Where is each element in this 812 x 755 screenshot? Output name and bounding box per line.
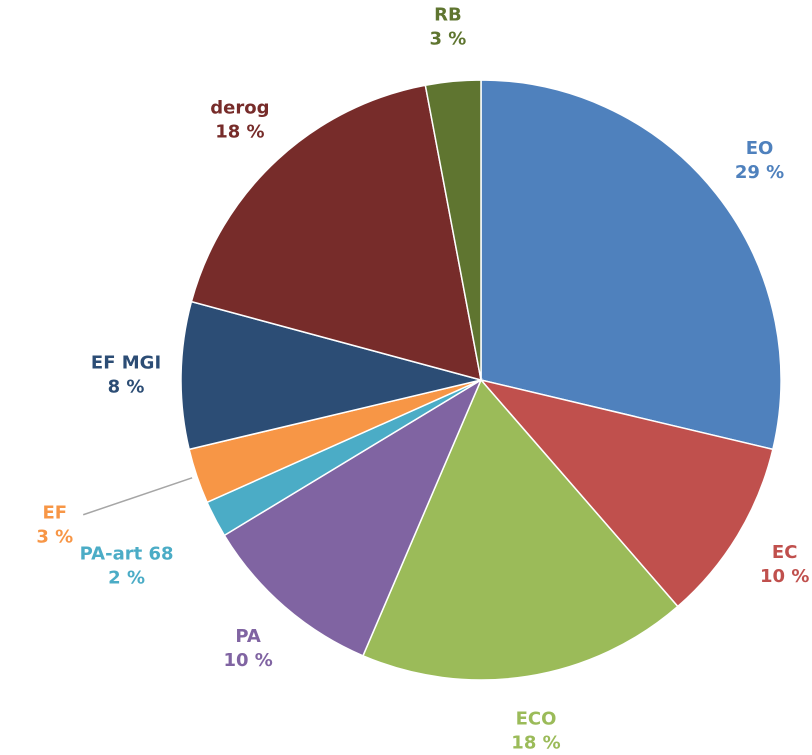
value-label: 8 % (108, 376, 145, 397)
pie-slice (180, 300, 482, 451)
value-label: 29 % (735, 162, 784, 183)
value-label: 3 % (36, 526, 73, 547)
category-label: EF MGI (91, 352, 161, 373)
pie-slice (478, 378, 774, 608)
category-label: EO (746, 138, 774, 159)
leader-line (82, 477, 193, 516)
category-label: ECO (516, 709, 557, 730)
value-label: 3 % (430, 29, 467, 50)
category-label: PA (235, 626, 261, 647)
category-label: derog (210, 97, 269, 118)
category-label: EF (42, 502, 67, 523)
value-label: 18 % (215, 121, 264, 142)
value-label: 2 % (108, 567, 145, 588)
value-label: 10 % (760, 566, 809, 587)
category-label: PA-art 68 (80, 543, 174, 564)
value-label: 18 % (511, 733, 560, 754)
pie-slice (480, 79, 782, 451)
value-label: 10 % (223, 650, 272, 671)
category-label: RB (434, 5, 462, 26)
pie-slice (223, 378, 483, 657)
category-label: EC (772, 542, 798, 563)
pie-slice (424, 79, 482, 381)
pie-slice (361, 378, 679, 681)
pie-slice (190, 84, 482, 382)
